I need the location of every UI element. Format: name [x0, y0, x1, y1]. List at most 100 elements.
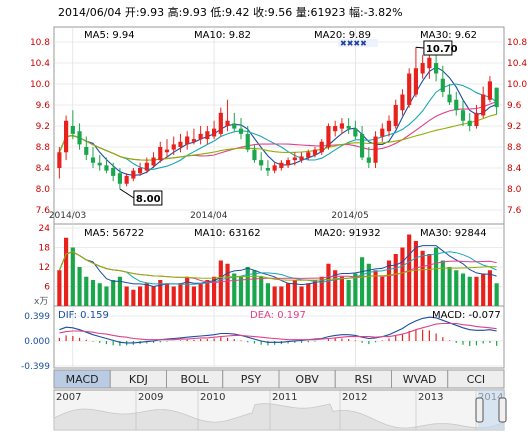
timeline-year: 2013 — [418, 392, 443, 403]
candle-body — [117, 173, 122, 184]
candle-body — [151, 157, 156, 166]
tab-background — [447, 369, 505, 389]
candle-body — [346, 126, 351, 129]
timeline-handle-left[interactable] — [475, 397, 484, 423]
candle — [360, 126, 365, 161]
price-tick-left: 10.4 — [30, 59, 50, 69]
event-marker-icon[interactable]: ✖✖✖✖ — [340, 39, 367, 48]
volume-bar — [440, 260, 445, 306]
ma10-line — [58, 83, 497, 170]
volume-bar — [494, 283, 499, 306]
candle — [373, 131, 378, 168]
volume-bar — [434, 247, 439, 306]
tab-wvad[interactable]: WVAD — [391, 369, 449, 389]
timeline-year: 2010 — [200, 392, 225, 403]
candle-body — [447, 94, 452, 103]
price-tick-right: 8.8 — [507, 143, 522, 153]
candle-body — [339, 123, 344, 129]
price-axis: 10.8 10.8 10.4 10.4 10.0 10.0 9.6 9.6 9.2 9.2 8.8 8… — [30, 38, 527, 216]
candle-body — [57, 152, 62, 168]
tab-kdj[interactable]: KDJ — [109, 369, 167, 389]
candle — [70, 110, 75, 140]
volume-tick: 6 — [44, 283, 50, 293]
volume-bar — [373, 270, 378, 306]
ma10-label: MA10: 9.82 — [194, 30, 251, 41]
header-high-label: 高: — [168, 5, 183, 19]
volume-bar — [460, 273, 466, 306]
price-tick-left: 9.2 — [36, 122, 50, 132]
volume-ma10-line — [58, 251, 497, 285]
ma5-label: MA5: 9.94 — [84, 30, 135, 41]
event-markers[interactable]: ✖✖✖✖ — [338, 39, 378, 48]
candle-body — [212, 128, 217, 137]
timeline-handle-right[interactable] — [498, 397, 507, 423]
candle-body — [131, 170, 136, 179]
tab-label: CCI — [467, 373, 486, 386]
macd-label: MACD: -0.077 — [432, 310, 501, 321]
price-tick-right: 10.4 — [507, 59, 527, 69]
dif-label: DIF: 0.159 — [58, 310, 109, 321]
candle-body — [191, 139, 196, 142]
macd-tick: 0.000 — [24, 337, 50, 347]
candle-body — [407, 73, 412, 105]
candle — [117, 168, 122, 189]
header-high: 9.93 — [182, 6, 207, 19]
tab-label: WVAD — [403, 373, 437, 386]
candle — [319, 139, 324, 155]
volume-bar — [346, 280, 351, 306]
tab-rsi[interactable]: RSI — [334, 369, 392, 389]
candle-body — [70, 126, 75, 134]
candle-body — [366, 157, 371, 163]
candle — [299, 152, 304, 163]
date-axis: 2014/03 2014/04 2014/05 — [49, 211, 369, 221]
tab-macd[interactable]: MACD — [53, 369, 111, 389]
volume-bars — [57, 234, 499, 306]
candle-body — [64, 120, 69, 153]
timeline-year: 2007 — [56, 392, 81, 403]
header-date: 2014/06/04 — [58, 6, 121, 19]
tab-boll[interactable]: BOLL — [166, 369, 224, 389]
candle — [427, 52, 432, 79]
candle-body — [205, 131, 210, 140]
volume-bar — [232, 273, 237, 306]
candle — [353, 120, 358, 140]
tab-label: MACD — [66, 373, 99, 386]
timeline-year: 2011 — [272, 392, 297, 403]
candle-body — [386, 120, 392, 132]
tab-cci[interactable]: CCI — [447, 369, 505, 389]
candle — [252, 144, 257, 163]
candle — [97, 154, 102, 171]
volume-bar — [104, 286, 109, 306]
candle — [131, 168, 136, 182]
tab-psy[interactable]: PSY — [222, 369, 280, 389]
max-annotation: 10.70 — [415, 40, 458, 56]
volume-bar — [467, 276, 472, 306]
volume-bar — [57, 270, 62, 306]
timeline-navigator[interactable]: 2007200920102011201220132014 — [53, 389, 507, 431]
volume-bar — [413, 241, 418, 306]
candle-body — [306, 152, 311, 158]
candle — [245, 126, 250, 153]
volume-bar — [151, 286, 156, 306]
price-tick-left: 10.0 — [30, 80, 50, 90]
candle — [265, 160, 270, 176]
price-tick-right: 8.4 — [507, 164, 522, 174]
header-change-label: 幅: — [349, 6, 364, 19]
dea-line — [59, 322, 497, 341]
volume-bar — [171, 286, 176, 306]
candle-body — [440, 78, 445, 92]
candle — [111, 162, 116, 182]
header-text: 2014/06/04 开:9.93 高:9.93 低:9.42 收:9.56 量… — [58, 5, 403, 19]
candle — [467, 112, 472, 132]
candle-body — [299, 156, 304, 161]
candle — [77, 123, 82, 150]
candle-body — [144, 162, 149, 171]
ma20-label: MA20: 9.89 — [314, 30, 371, 41]
header-low: 9.42 — [225, 6, 250, 19]
header-close-label: 收: — [253, 5, 268, 19]
candle — [380, 123, 385, 142]
candle-body — [360, 133, 365, 158]
tab-obv[interactable]: OBV — [278, 369, 336, 389]
volume-bar — [380, 276, 385, 306]
